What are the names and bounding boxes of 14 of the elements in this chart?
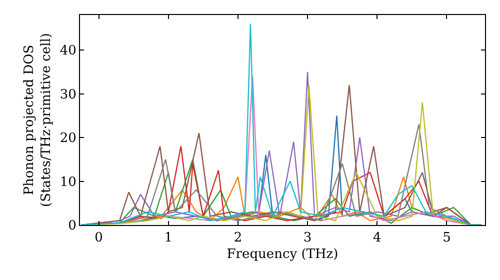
y-tick-label: 20: [60, 131, 76, 146]
y-axis-title: Phonon projected DOS (States/THz·primitive cell): [22, 32, 54, 208]
y-tick-label: 10: [60, 174, 76, 190]
y-tick-label: 0: [68, 218, 76, 234]
x-axis-title: Frequency (THz): [226, 247, 338, 262]
x-tick-label: 0: [94, 230, 103, 246]
y-tick-label: 30: [60, 87, 76, 102]
x-tick-label: 4: [373, 230, 382, 246]
x-tick-label: 3: [303, 230, 312, 246]
y-tick-label: 40: [60, 44, 76, 59]
line-series: [80, 23, 482, 225]
x-tick-label: 2: [234, 230, 242, 246]
x-tick-label: 5: [442, 230, 451, 246]
x-tick-label: 1: [164, 230, 173, 246]
